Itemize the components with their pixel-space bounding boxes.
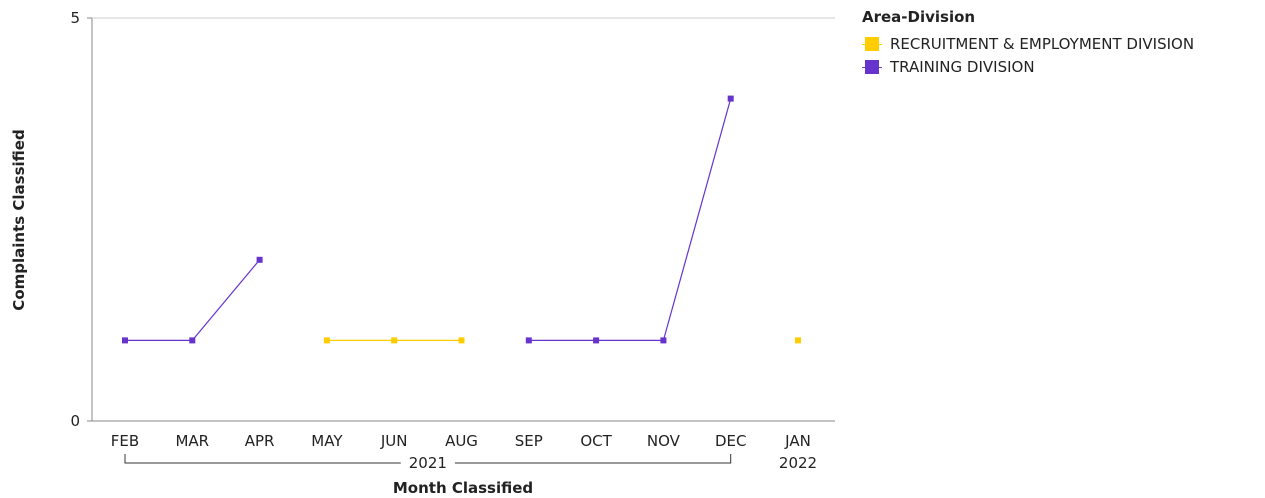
y-axis-title: Complaints Classified [10, 129, 28, 310]
y-tick-label: 0 [70, 412, 80, 430]
data-point [458, 337, 465, 344]
axes [87, 17, 835, 422]
data-point [122, 337, 128, 344]
x-tick-label: FEB [111, 432, 139, 450]
x-tick-label: APR [245, 432, 275, 450]
x-tick-label: DEC [715, 432, 747, 450]
series-1 [122, 95, 734, 344]
y-tick-label: 5 [70, 9, 80, 27]
data-point [795, 337, 801, 344]
year-group-label: 2021 [409, 454, 447, 472]
series-layer [122, 95, 801, 344]
data-point [391, 337, 398, 344]
data-point [525, 337, 532, 344]
x-tick-label: MAR [175, 432, 209, 450]
legend-item-recruitment[interactable]: RECRUITMENT & EMPLOYMENT DIVISION [862, 32, 1194, 55]
data-point [660, 337, 667, 344]
tick-labels: 0 5 FEB MAR APR MAY JUN AUG SEP OCT NOV DEC JAN 2021 2… [70, 9, 817, 472]
x-tick-label: AUG [445, 432, 478, 450]
x-tick-label: SEP [515, 432, 543, 450]
legend-swatch-training [862, 59, 882, 75]
data-point [189, 337, 196, 344]
x-tick-label: OCT [580, 432, 612, 450]
data-point [727, 95, 734, 102]
x-tick-label: MAY [311, 432, 343, 450]
series-line-segment [191, 259, 261, 341]
year-bracket-right [454, 454, 732, 464]
data-point [323, 337, 330, 344]
legend-label-training: TRAINING DIVISION [890, 57, 1035, 76]
x-tick-label: JUN [380, 432, 408, 450]
series-0 [323, 337, 801, 344]
x-tick-label: JAN [784, 432, 811, 450]
x-axis-title: Month Classified [393, 479, 533, 497]
data-point [593, 337, 600, 344]
legend-item-training[interactable]: TRAINING DIVISION [862, 55, 1194, 78]
legend-label-recruitment: RECRUITMENT & EMPLOYMENT DIVISION [890, 34, 1195, 53]
x-tick-label: NOV [647, 432, 681, 450]
year-group-label: 2022 [779, 454, 817, 472]
year-bracket-left [124, 454, 401, 464]
series-line-segment [662, 98, 732, 341]
legend-title: Area-Division [862, 8, 976, 26]
data-point [256, 256, 263, 263]
legend: Area-Division RECRUITMENT & EMPLOYMENT D… [862, 8, 1194, 78]
legend-swatch-recruitment [862, 36, 882, 52]
